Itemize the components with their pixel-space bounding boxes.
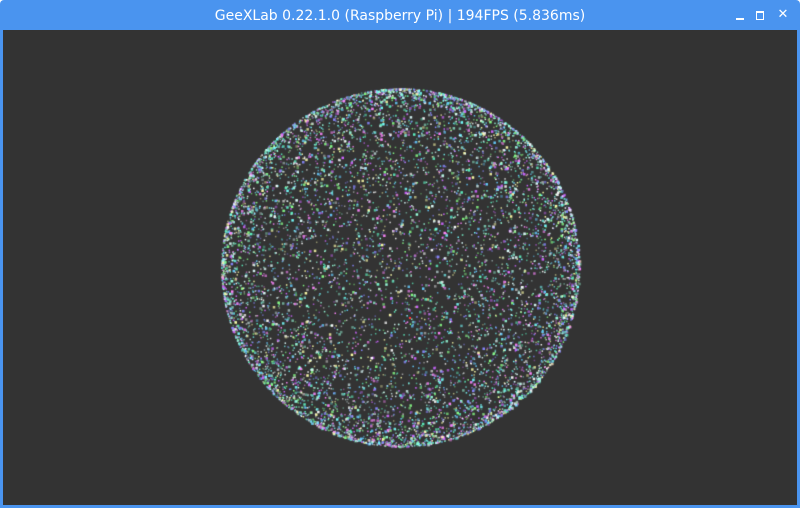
particle-sphere [3, 30, 797, 505]
minimize-button[interactable] [731, 6, 749, 24]
maximize-icon [756, 11, 764, 20]
maximize-button[interactable] [751, 6, 769, 24]
window-title: GeeXLab 0.22.1.0 (Raspberry Pi) | 194FPS… [214, 8, 586, 24]
title-bar[interactable]: GeeXLab 0.22.1.0 (Raspberry Pi) | 194FPS… [0, 0, 800, 30]
close-icon: ✕ [777, 7, 789, 22]
close-button[interactable]: ✕ [774, 6, 792, 24]
render-viewport[interactable] [3, 30, 797, 505]
minimize-icon [736, 18, 744, 20]
